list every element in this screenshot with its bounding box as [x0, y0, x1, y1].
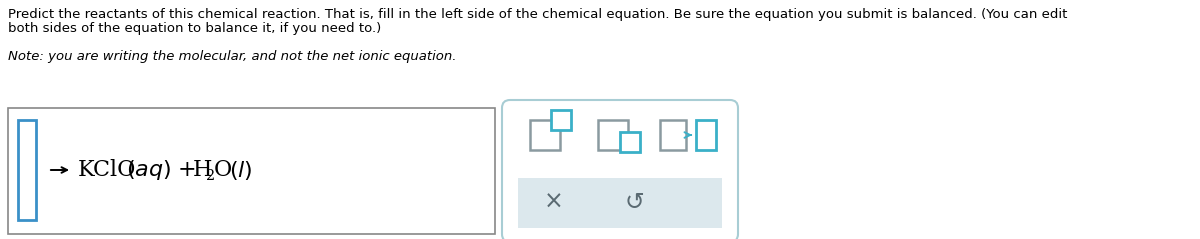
Bar — [551, 110, 571, 130]
FancyBboxPatch shape — [502, 100, 738, 239]
Bar — [620, 132, 640, 152]
Bar — [530, 120, 560, 150]
Text: ↺: ↺ — [624, 190, 644, 214]
Text: both sides of the equation to balance it, if you need to.): both sides of the equation to balance it… — [8, 22, 382, 35]
Bar — [696, 120, 716, 150]
Bar — [660, 120, 686, 150]
Bar — [18, 120, 36, 220]
Text: $(aq)$: $(aq)$ — [126, 158, 172, 182]
Text: $(l)$: $(l)$ — [229, 158, 252, 181]
Text: Note: you are writing the molecular, and not the net ionic equation.: Note: you are writing the molecular, and… — [8, 50, 456, 63]
Text: O: O — [214, 159, 233, 181]
Bar — [8, 108, 496, 234]
Text: Predict the reactants of this chemical reaction. That is, fill in the left side : Predict the reactants of this chemical r… — [8, 8, 1067, 21]
Text: H: H — [193, 159, 212, 181]
Text: +: + — [178, 159, 197, 181]
Text: ×: × — [544, 190, 564, 214]
Bar — [598, 120, 628, 150]
Text: 2: 2 — [206, 169, 215, 183]
Bar — [518, 178, 722, 228]
Text: KClO: KClO — [78, 159, 137, 181]
